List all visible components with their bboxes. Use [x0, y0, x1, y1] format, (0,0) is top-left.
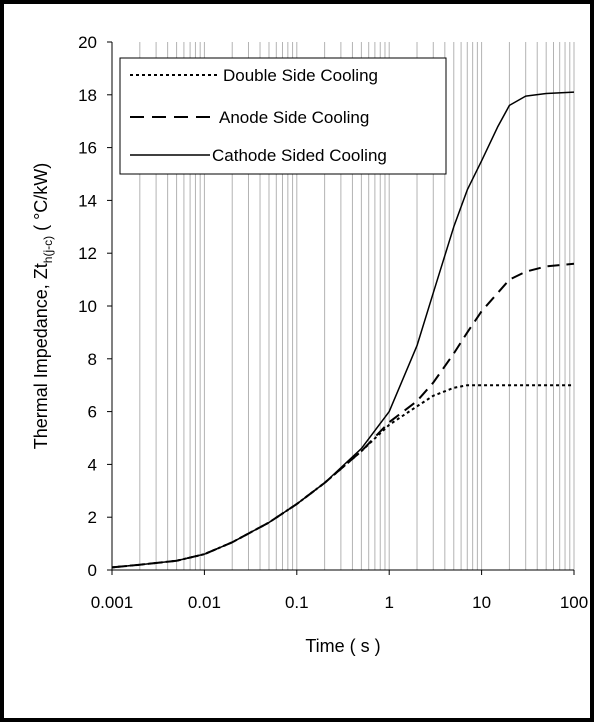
series-line-double-side-cooling [111, 384, 574, 569]
y-tick-label: 6 [88, 403, 97, 422]
y-tick-label: 20 [78, 33, 97, 52]
legend-label-double: Double Side Cooling [223, 66, 378, 85]
y-tick-label: 0 [88, 561, 97, 580]
y-tick-label: 8 [88, 350, 97, 369]
legend-label-cathode: Cathode Sided Cooling [212, 146, 387, 165]
y-tick-label: 12 [78, 244, 97, 263]
x-tick-labels: 0.001 0.01 0.1 1 10 100 [91, 570, 588, 612]
series-line-cathode-sided-cooling [111, 91, 575, 569]
x-tick-label: 0.01 [188, 593, 221, 612]
legend-label-anode: Anode Side Cooling [219, 108, 369, 127]
y-tick-label: 2 [88, 508, 97, 527]
x-tick-label: 0.001 [91, 593, 134, 612]
x-tick-label: 0.1 [285, 593, 309, 612]
legend: Double Side Cooling Anode Side Cooling C… [119, 57, 447, 175]
x-tick-label: 10 [472, 593, 491, 612]
y-tick-label: 14 [78, 191, 97, 210]
y-tick-label: 18 [78, 86, 97, 105]
y-tick-label: 4 [88, 455, 97, 474]
y-axis-label-unit: ( °C/kW) [31, 163, 51, 236]
y-axis-label-subscript: h(j-c) [41, 236, 55, 263]
y-axis-label: Thermal Impedance, Zth(j-c) ( °C/kW) [31, 163, 55, 450]
y-axis-label-main: Thermal Impedance, Zt [31, 263, 51, 449]
x-axis-label: Time ( s ) [305, 636, 380, 656]
series-layer [111, 91, 575, 569]
x-tick-label: 1 [384, 593, 393, 612]
x-tick-label: 100 [560, 593, 588, 612]
y-tick-labels: 0 2 4 6 8 10 12 14 16 18 20 [78, 33, 112, 580]
y-tick-label: 16 [78, 139, 97, 158]
y-tick-label: 10 [78, 297, 97, 316]
